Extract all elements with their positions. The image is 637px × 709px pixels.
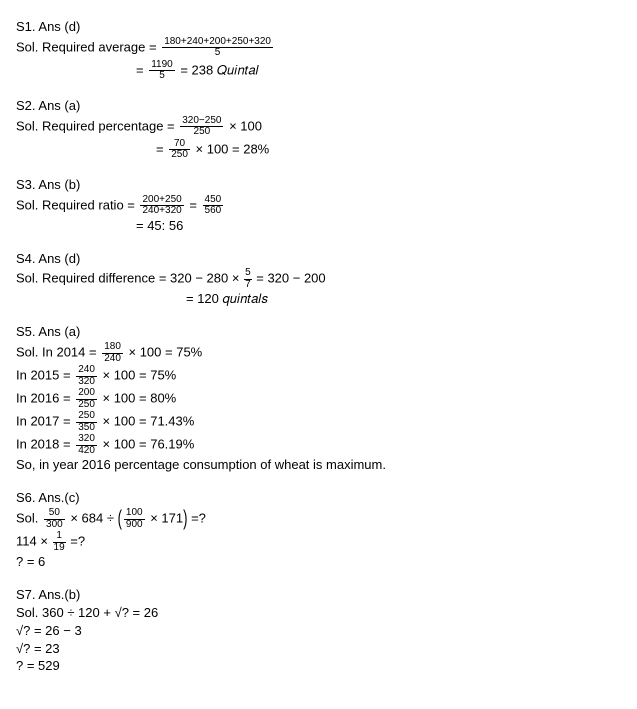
s2-lead: Sol. Required percentage = bbox=[16, 118, 178, 133]
s6-header: S6. Ans.(c) bbox=[16, 490, 621, 507]
s7-step1: Sol. 360 ÷ 120 + √? = 26 bbox=[16, 605, 621, 622]
s7-header: S7. Ans.(b) bbox=[16, 587, 621, 604]
s2-step1: Sol. Required percentage = 320−250250 × … bbox=[16, 116, 621, 138]
s3-result: = 45: 56 bbox=[16, 218, 621, 235]
s3-step1: Sol. Required ratio = 200+250240+320 = 4… bbox=[16, 195, 621, 217]
s5-2018: In 2018 = 320420 × 100 = 76.19% bbox=[16, 434, 621, 456]
s7-step2: √? = 26 − 3 bbox=[16, 623, 621, 640]
s6-result: ? = 6 bbox=[16, 554, 621, 571]
s3-lead: Sol. Required ratio = bbox=[16, 197, 138, 212]
s7-step3: √? = 23 bbox=[16, 641, 621, 658]
s7-result: ? = 529 bbox=[16, 658, 621, 675]
s1-step1: Sol. Required average = 180+240+200+250+… bbox=[16, 37, 621, 59]
s5-2014: Sol. In 2014 = 180240 × 100 = 75% bbox=[16, 342, 621, 364]
s6-step1: Sol. 50300 × 684 ÷ (100900 × 171) =? bbox=[16, 508, 621, 530]
s1-lead: Sol. Required average = bbox=[16, 39, 160, 54]
solution-s6: S6. Ans.(c) Sol. 50300 × 684 ÷ (100900 ×… bbox=[16, 490, 621, 571]
solution-s2: S2. Ans (a) Sol. Required percentage = 3… bbox=[16, 98, 621, 161]
s6-step2: 114 × 119 =? bbox=[16, 531, 621, 553]
s4-step1: Sol. Required difference = 320 − 280 × 5… bbox=[16, 268, 621, 290]
s5-2017: In 2017 = 250350 × 100 = 71.43% bbox=[16, 411, 621, 433]
s1-frac1: 180+240+200+250+3205 bbox=[162, 37, 273, 59]
s4-header: S4. Ans (d) bbox=[16, 251, 621, 268]
s4-lead: Sol. Required difference = 320 − 280 × bbox=[16, 271, 243, 286]
s5-2016: In 2016 = 200250 × 100 = 80% bbox=[16, 388, 621, 410]
s3-header: S3. Ans (b) bbox=[16, 177, 621, 194]
s4-result: = 120 𝑞𝑢𝑖𝑛𝑡𝑎𝑙𝑠 bbox=[16, 291, 621, 308]
s5-header: S5. Ans (a) bbox=[16, 324, 621, 341]
solution-s4: S4. Ans (d) Sol. Required difference = 3… bbox=[16, 251, 621, 309]
solution-s5: S5. Ans (a) Sol. In 2014 = 180240 × 100 … bbox=[16, 324, 621, 474]
s2-step2: = 70250 × 100 = 28% bbox=[16, 139, 621, 161]
solution-s3: S3. Ans (b) Sol. Required ratio = 200+25… bbox=[16, 177, 621, 235]
s2-header: S2. Ans (a) bbox=[16, 98, 621, 115]
solution-s7: S7. Ans.(b) Sol. 360 ÷ 120 + √? = 26 √? … bbox=[16, 587, 621, 675]
s5-2015: In 2015 = 240320 × 100 = 75% bbox=[16, 365, 621, 387]
s5-conclusion: So, in year 2016 percentage consumption … bbox=[16, 457, 621, 474]
solution-s1: S1. Ans (d) Sol. Required average = 180+… bbox=[16, 19, 621, 82]
s1-frac2: 11905 bbox=[149, 60, 175, 82]
s1-step2: = 11905 = 238 𝑄𝑢𝑖𝑛𝑡𝑎𝑙 bbox=[16, 60, 621, 82]
s1-header: S1. Ans (d) bbox=[16, 19, 621, 36]
